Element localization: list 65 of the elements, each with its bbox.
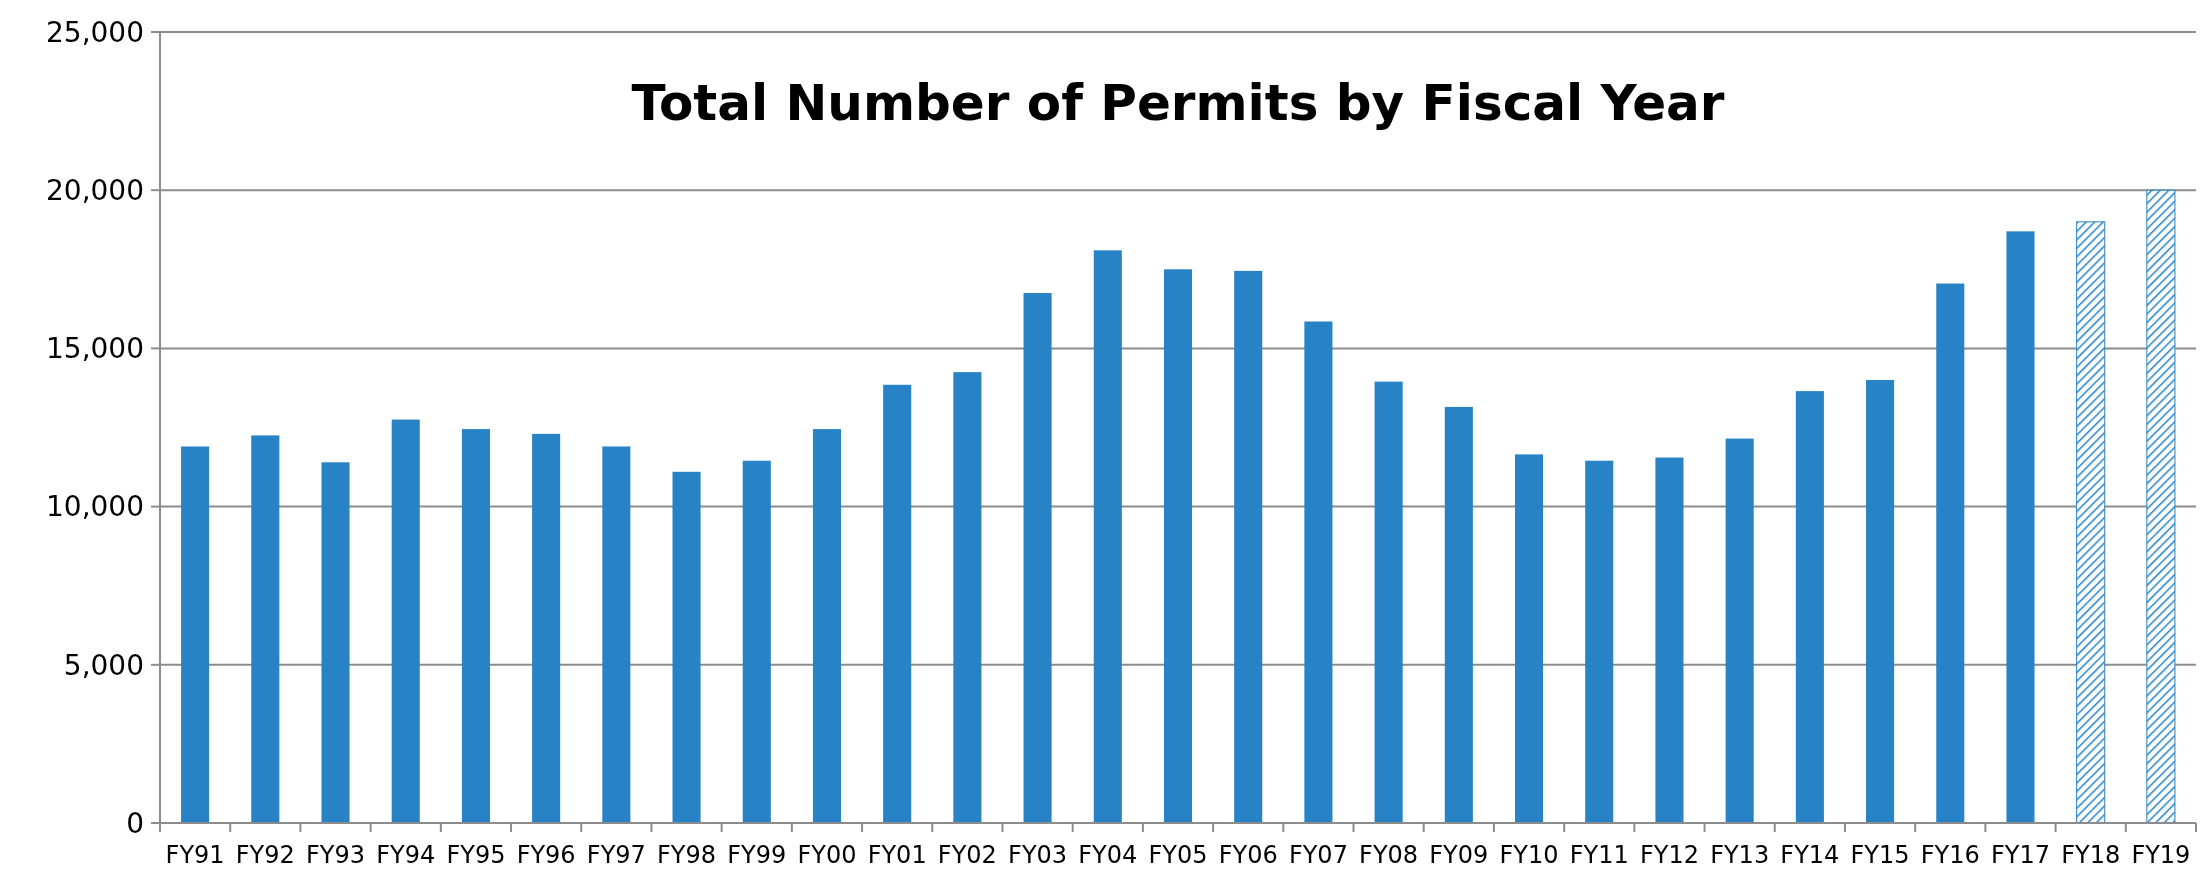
bar <box>602 446 631 823</box>
text: Total Number of Permits by Fiscal Year <box>631 74 1725 132</box>
x-tick-label: FY92 <box>235 841 295 869</box>
bar <box>1163 269 1193 823</box>
x-tick-label: FY97 <box>586 841 646 869</box>
x-tick-label: FY19 <box>2131 841 2191 869</box>
bar <box>812 429 842 823</box>
bar <box>391 419 420 823</box>
y-tick-label: 15,000 <box>46 332 144 366</box>
bar <box>1234 270 1263 823</box>
bar <box>953 372 982 823</box>
x-tick-label: FY06 <box>1218 841 1278 869</box>
x-tick-label: FY95 <box>446 841 506 869</box>
bar <box>742 460 771 823</box>
bar <box>1444 406 1473 823</box>
x-tick-label: FY96 <box>516 841 576 869</box>
x-tick-label: FY15 <box>1850 841 1910 869</box>
y-tick-label: 10,000 <box>46 490 144 524</box>
bar <box>1725 438 1754 823</box>
bar <box>2146 189 2176 824</box>
x-tick-label: FY04 <box>1078 841 1138 869</box>
x-tick-label: FY17 <box>1990 841 2050 869</box>
x-tick-label: FY09 <box>1429 841 1489 869</box>
x-tick-label: FY13 <box>1710 841 1770 869</box>
bar <box>1655 457 1684 823</box>
x-tick-label: FY00 <box>797 841 857 869</box>
x-tick-label: FY18 <box>2061 841 2121 869</box>
x-tick-label: FY01 <box>867 841 927 869</box>
bar <box>1936 283 1965 823</box>
x-tick-label: FY98 <box>657 841 717 869</box>
bar <box>1795 391 1824 823</box>
x-tick-label: FY08 <box>1359 841 1419 869</box>
bar <box>321 462 350 823</box>
y-tick-label: 0 <box>126 806 144 840</box>
bar <box>2006 231 2035 823</box>
x-tick-label: FY93 <box>306 841 366 869</box>
bar <box>672 471 701 823</box>
bar <box>1023 293 1052 823</box>
bar <box>2076 221 2106 824</box>
bar <box>1585 460 1614 823</box>
bar <box>181 446 210 823</box>
bar <box>532 433 561 823</box>
x-tick-label: FY07 <box>1288 841 1348 869</box>
x-tick-label: FY14 <box>1780 841 1840 869</box>
y-tick-label: 25,000 <box>46 15 144 49</box>
bar <box>1866 380 1895 823</box>
bar <box>1374 381 1403 823</box>
y-tick-label: 5,000 <box>63 648 144 682</box>
x-tick-label: FY94 <box>376 841 436 869</box>
x-tick-label: FY16 <box>1920 841 1980 869</box>
x-tick-label: FY12 <box>1639 841 1699 869</box>
bar <box>883 384 912 823</box>
x-tick-label: FY11 <box>1569 841 1629 869</box>
x-tick-label: FY91 <box>165 841 225 869</box>
bar <box>1304 321 1333 823</box>
x-tick-label: FY05 <box>1148 841 1208 869</box>
x-tick-label: FY03 <box>1008 841 1068 869</box>
x-tick-label: FY02 <box>937 841 997 869</box>
bar <box>251 435 280 823</box>
x-tick-label: FY99 <box>727 841 787 869</box>
y-tick-label: 20,000 <box>46 174 144 207</box>
bar <box>1514 454 1544 823</box>
x-tick-label: FY10 <box>1499 841 1559 869</box>
bar <box>1093 250 1122 823</box>
bar <box>461 429 490 823</box>
